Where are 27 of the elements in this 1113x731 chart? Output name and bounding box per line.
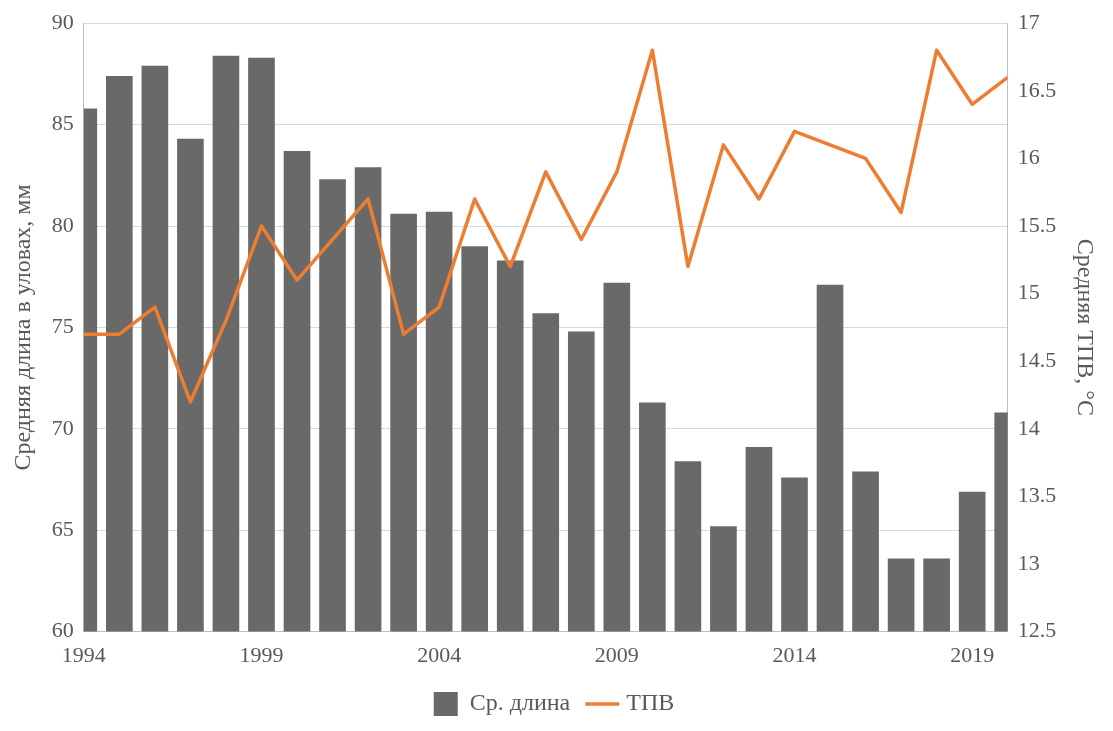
legend-label: Ср. длина (469, 689, 571, 716)
y-tick-label: 85 (51, 110, 74, 136)
x-tick-label: 2009 (594, 641, 639, 667)
y-tick-label: 80 (51, 211, 74, 237)
y-tick-label: 90 (51, 8, 74, 34)
y2-tick-label: 13 (1017, 549, 1040, 575)
y2-axis-title: Средняя ТПВ, °С (1073, 238, 1100, 416)
x-tick-label: 2014 (772, 641, 817, 667)
y2-tick-label: 17 (1017, 8, 1040, 34)
y2-tick-label: 16 (1017, 144, 1040, 170)
x-tick-label: 1994 (61, 641, 106, 667)
y2-tick-label: 16.5 (1017, 76, 1057, 102)
y-tick-label: 75 (51, 313, 74, 339)
y2-tick-label: 12.5 (1017, 617, 1057, 643)
y-axis-title: Средняя длина в уловах, мм (8, 184, 35, 471)
y2-tick-label: 14 (1017, 414, 1040, 440)
x-tick-label: 2004 (417, 641, 462, 667)
x-tick-label: 1999 (239, 641, 284, 667)
y-tick-label: 70 (51, 414, 74, 440)
y2-tick-label: 15.5 (1017, 211, 1057, 237)
y2-tick-label: 15 (1017, 279, 1040, 305)
legend-label: ТПВ (626, 689, 675, 716)
y2-tick-label: 14.5 (1017, 346, 1057, 372)
y2-tick-label: 13.5 (1017, 482, 1057, 508)
y-tick-label: 65 (51, 515, 74, 541)
x-tick-label: 2019 (950, 641, 995, 667)
y-tick-label: 60 (51, 617, 74, 643)
